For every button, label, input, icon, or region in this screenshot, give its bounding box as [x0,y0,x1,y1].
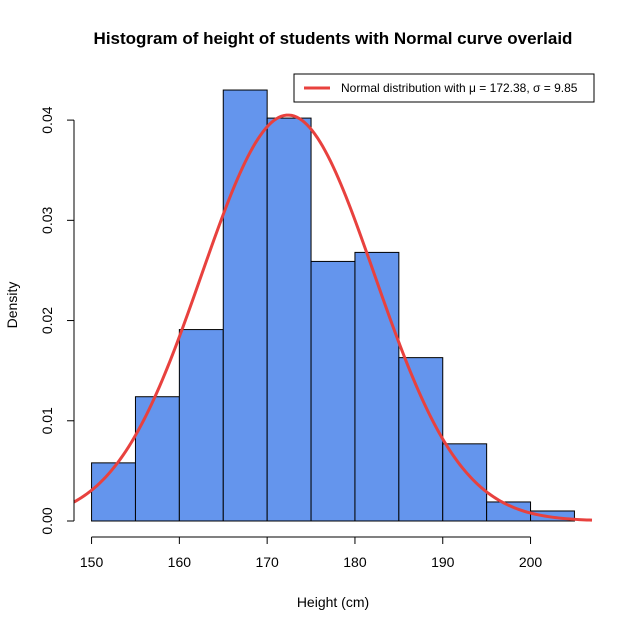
legend-sigma-symbol: σ [533,81,541,95]
legend-sigma-value: = 9.85 [540,81,577,95]
histogram-bar [354,251,400,522]
histogram-bar [178,329,224,522]
x-axis-label: Height (cm) [297,594,369,610]
histogram-bar [398,357,444,522]
x-tick-label: 150 [80,554,104,570]
legend: Normal distribution with μ = 172.38, σ =… [293,73,595,103]
x-tick-label: 180 [343,554,367,570]
x-tick-label: 170 [255,554,279,570]
histogram-bar [222,89,268,522]
y-tick-label: 0.04 [39,106,55,133]
histogram-bar [442,443,488,522]
chart-title: Histogram of height of students with Nor… [94,29,573,48]
y-tick-label: 0.00 [39,507,55,534]
legend-box [293,73,595,103]
histogram-bar [310,260,356,522]
histogram-bar [266,117,312,522]
histogram-bars [91,89,575,522]
legend-mu-symbol: μ [469,81,476,95]
y-tick-label: 0.01 [39,407,55,434]
y-axis: 0.00 0.01 0.02 0.03 0.04 [39,106,75,535]
y-tick-label: 0.02 [39,307,55,334]
legend-label: Normal distribution with μ = 172.38, σ =… [341,81,578,95]
y-tick-label: 0.03 [39,206,55,233]
y-axis-label: Density [4,282,20,329]
histogram-bar [91,462,136,522]
legend-mu-value: = 172.38, [476,81,533,95]
normal-curve-line [73,113,593,522]
x-tick-label: 190 [431,554,455,570]
x-tick-label: 160 [168,554,192,570]
x-tick-label: 200 [519,554,543,570]
histogram-bar [134,396,180,522]
x-axis: 150 160 170 180 190 200 [80,536,543,570]
legend-label-prefix: Normal distribution with [341,81,469,95]
